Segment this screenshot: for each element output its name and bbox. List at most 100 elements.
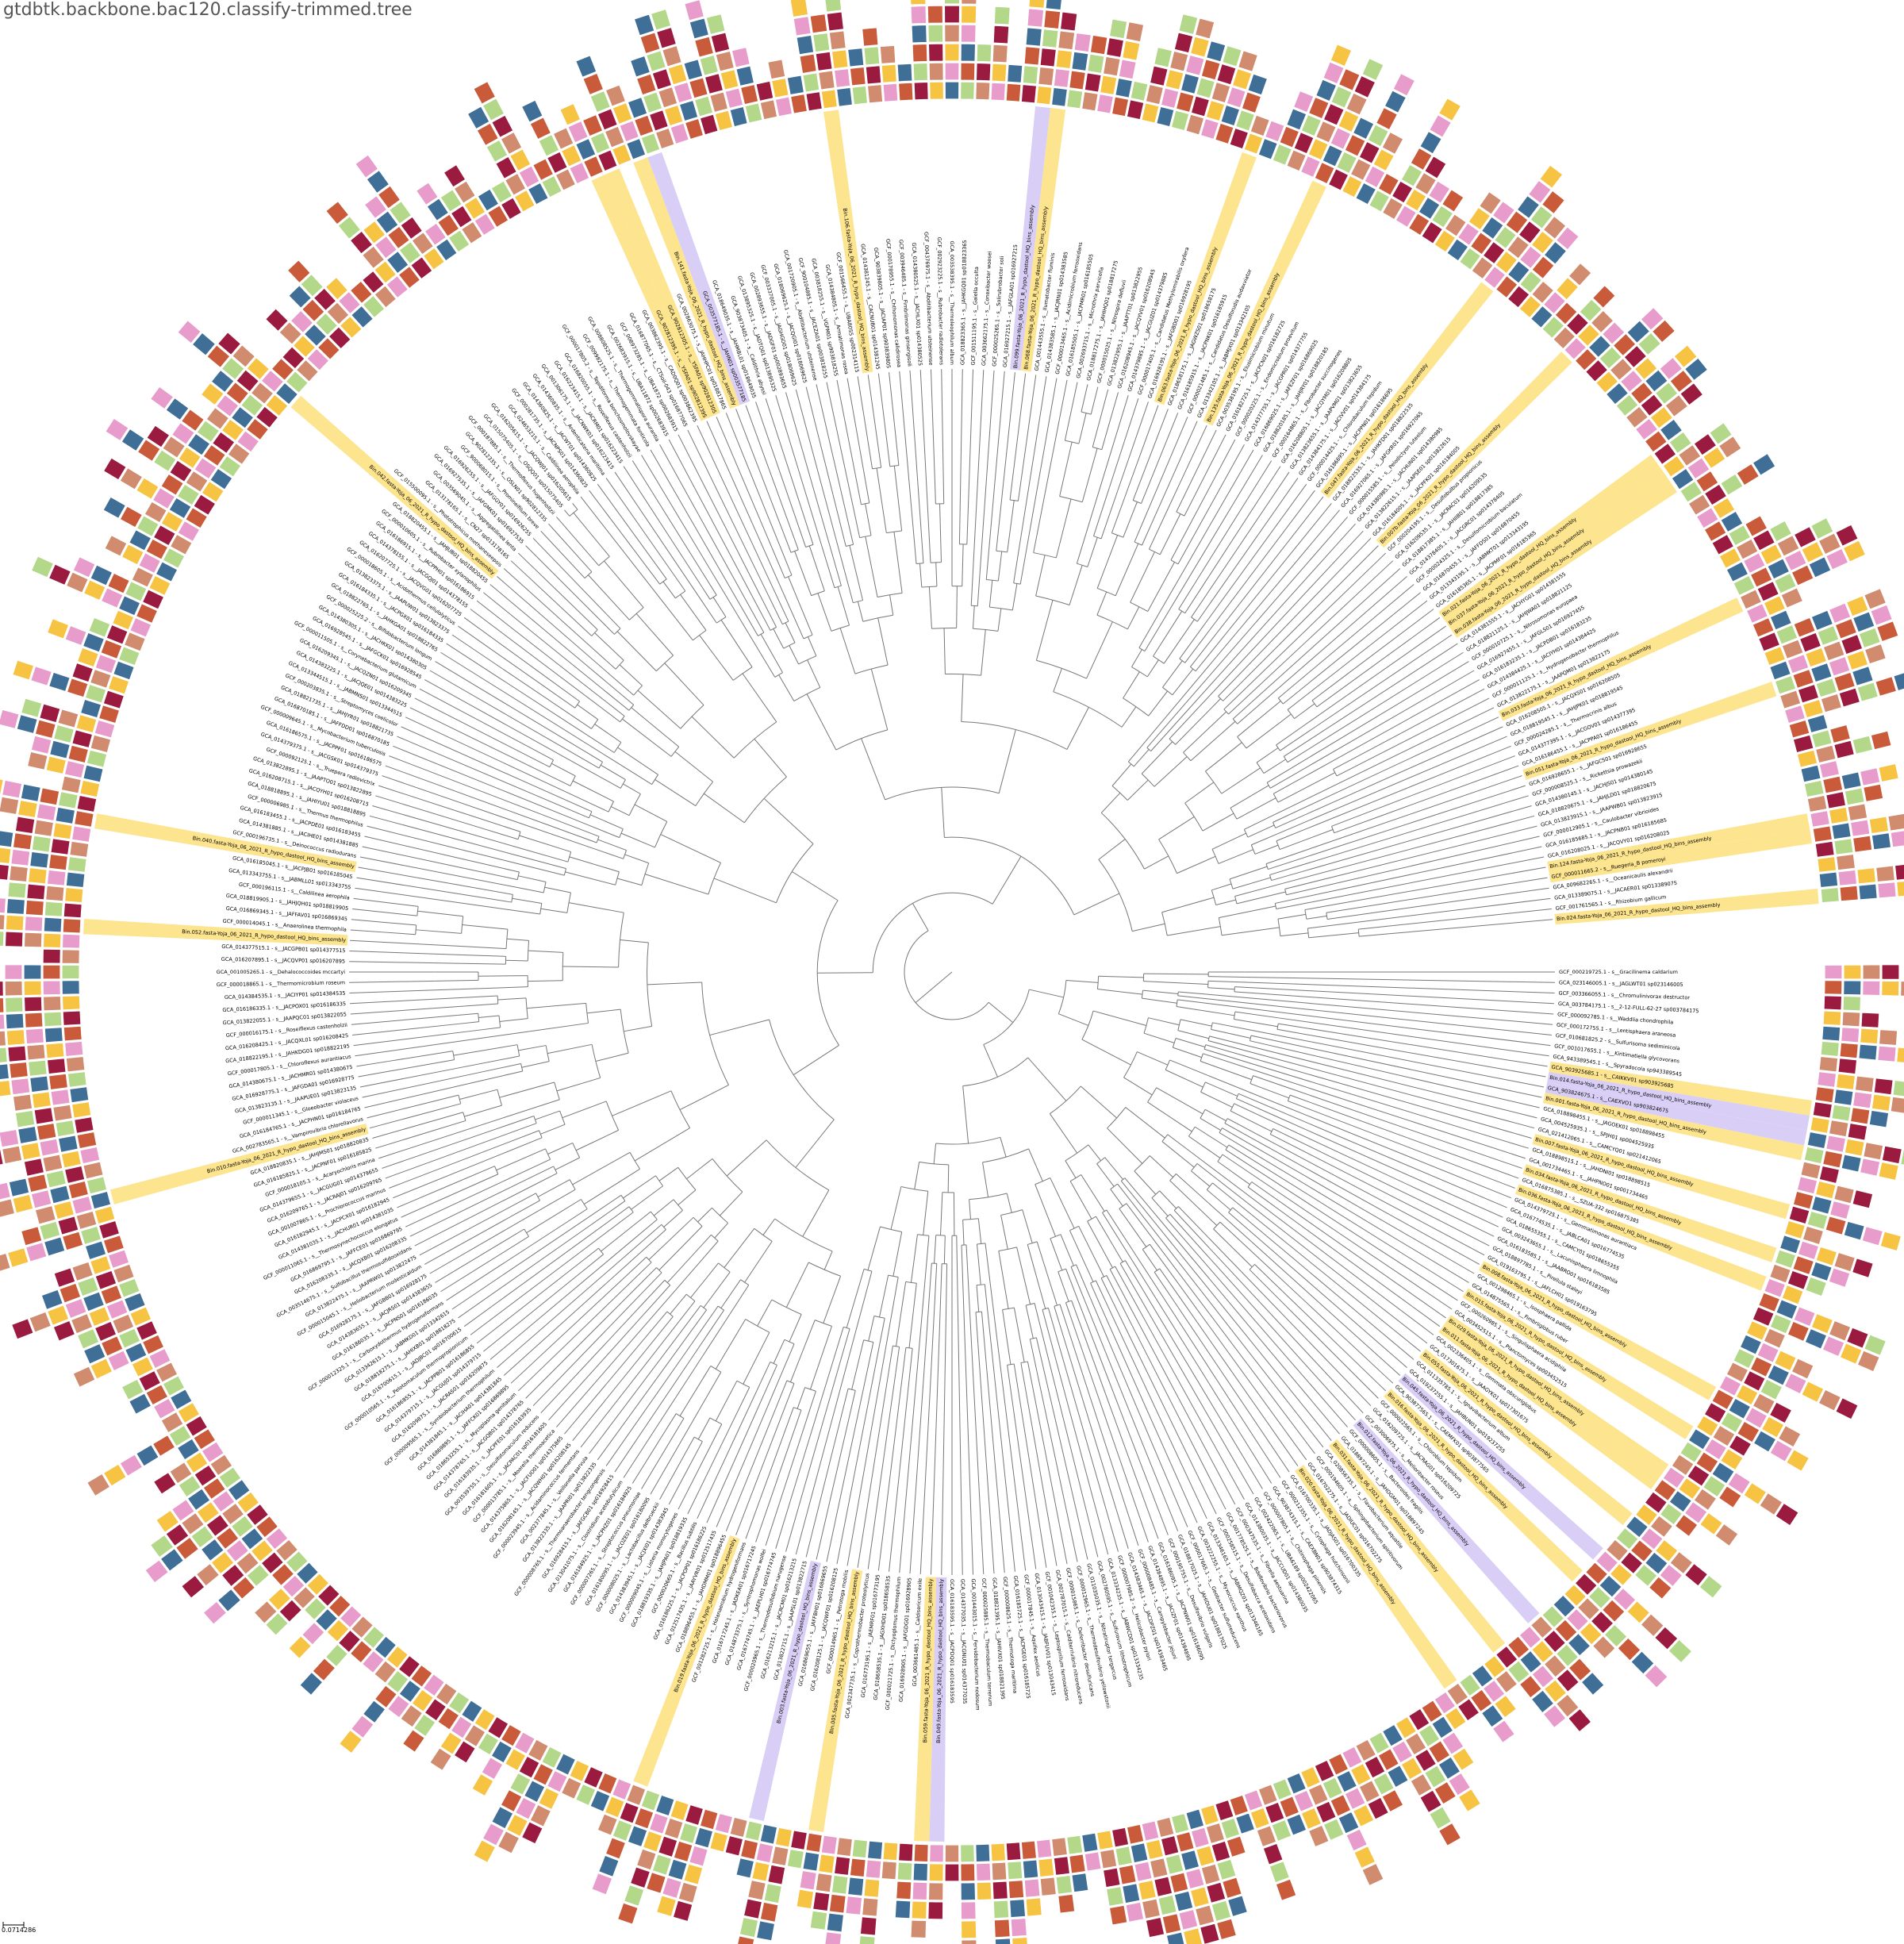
- branch: [934, 1235, 937, 1264]
- annotation-cell: [285, 1550, 309, 1574]
- annotation-cell: [1507, 1660, 1531, 1685]
- annotation-cell: [1574, 1573, 1599, 1596]
- branch: [893, 466, 903, 532]
- annotation-cell: [138, 1370, 162, 1393]
- annotation-cell: [1518, 294, 1542, 319]
- annotation-cell: [1005, 1842, 1022, 1861]
- branch: [631, 1185, 663, 1210]
- branch: [1062, 1358, 1119, 1552]
- annotation-cell: [0, 847, 12, 865]
- branch: [1327, 911, 1382, 920]
- branch: [447, 882, 513, 895]
- annotation-cell: [1806, 1210, 1829, 1231]
- annotation-cell: [1683, 1500, 1708, 1524]
- branch: [644, 874, 708, 895]
- annotation-cell: [20, 697, 43, 719]
- branch: [1330, 651, 1464, 736]
- annotation-cell: [882, 1842, 899, 1861]
- annotation-cell: [1695, 506, 1720, 529]
- branch: [1269, 993, 1554, 1015]
- annotation-cell: [1736, 463, 1760, 486]
- annotation-cell: [799, 1869, 818, 1891]
- annotation-cell: [619, 1801, 640, 1824]
- branch: [1128, 1334, 1217, 1515]
- annotation-cell: [1619, 369, 1644, 394]
- annotation-cell: [1854, 1075, 1875, 1093]
- leaf-label: GCA_014380525.1 - s__JACHLX01 sp01438052…: [911, 242, 923, 366]
- annotation-cell: [1275, 1878, 1297, 1902]
- annotation-cell: [667, 63, 688, 86]
- annotation-cell: [29, 1075, 50, 1093]
- annotation-cell: [152, 486, 176, 510]
- annotation-cell: [117, 645, 140, 667]
- annotation-cell: [1659, 418, 1683, 442]
- annotation-cell: [1739, 1334, 1763, 1355]
- branch: [447, 1174, 499, 1197]
- annotation-cell: [714, 1812, 734, 1835]
- annotation-cell: [79, 779, 101, 798]
- annotation-cell: [1875, 865, 1896, 883]
- branch: [1164, 1264, 1307, 1461]
- annotation-cell: [500, 197, 523, 221]
- annotation-cell: [1161, 1912, 1182, 1935]
- annotation-cell: [1262, 1842, 1284, 1865]
- branch: [1070, 1266, 1085, 1300]
- annotation-cell: [100, 586, 124, 609]
- annotation-cell: [1783, 549, 1808, 572]
- scale-bar-label: 0.0714286: [2, 1927, 36, 1934]
- branch: [351, 919, 386, 923]
- branch: [1273, 736, 1507, 836]
- annotation-cell: [0, 709, 20, 730]
- branch: [1154, 1272, 1179, 1308]
- annotation-cell: [1763, 594, 1787, 617]
- branch: [976, 1285, 980, 1312]
- branch: [1107, 1128, 1143, 1164]
- branch: [1205, 1081, 1238, 1097]
- branch: [532, 1291, 643, 1407]
- branch: [754, 738, 787, 778]
- annotation-cell: [1421, 221, 1444, 245]
- annotation-cell: [1820, 1040, 1841, 1058]
- branch: [1215, 1178, 1428, 1344]
- annotation-cell: [363, 194, 388, 220]
- annotation-cell: [1718, 1485, 1742, 1509]
- branch: [1154, 1240, 1315, 1454]
- annotation-cell: [909, 0, 927, 6]
- annotation-cell: [1507, 259, 1531, 284]
- annotation-cell: [55, 806, 76, 825]
- annotation-cell: [1022, 64, 1039, 85]
- annotation-cell: [959, 1844, 976, 1863]
- branch: [1253, 1075, 1292, 1090]
- branch: [1228, 692, 1253, 715]
- branch: [1148, 1017, 1180, 1026]
- annotation-cell: [177, 1401, 201, 1424]
- branch: [479, 1027, 501, 1031]
- branch: [1035, 555, 1046, 597]
- leaf-label: GCA_016207895.1 - s__JACQVP01 sp01620789…: [221, 956, 345, 965]
- annotation-cell: [386, 250, 409, 275]
- branch: [686, 1158, 713, 1180]
- annotation-cell: [1756, 1342, 1780, 1364]
- branch: [1180, 1019, 1212, 1027]
- branch: [989, 1283, 1027, 1571]
- branch: [988, 580, 993, 608]
- clade-highlight: [1438, 1324, 1660, 1489]
- annotation-cell: [210, 369, 235, 394]
- annotation-cell: [473, 1838, 497, 1864]
- annotation-cell: [1286, 148, 1307, 172]
- annotation-cell: [221, 1502, 245, 1526]
- branch: [540, 908, 567, 913]
- annotation-cell: [990, 82, 1007, 102]
- branch: [1178, 991, 1218, 996]
- annotation-cell: [1644, 429, 1668, 453]
- branch: [476, 1265, 577, 1344]
- annotation-cell: [928, 1844, 945, 1863]
- clade-highlight: [605, 168, 721, 417]
- clade-highlight: [290, 395, 499, 579]
- annotation-cell: [1821, 1150, 1844, 1169]
- branch: [899, 371, 916, 544]
- annotation-cell: [168, 1424, 192, 1447]
- branch: [1291, 661, 1469, 769]
- annotation-cell: [1386, 1764, 1410, 1788]
- annotation-cell: [300, 273, 324, 298]
